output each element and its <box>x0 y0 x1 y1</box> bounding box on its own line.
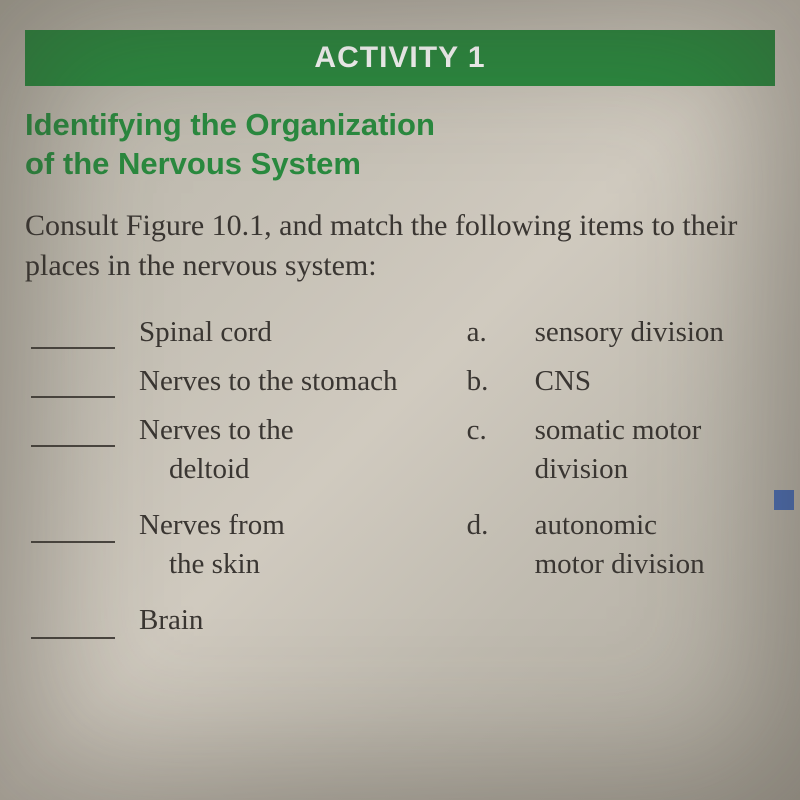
option-text: autonomic motor division <box>535 506 775 592</box>
item-label: Brain <box>139 601 449 641</box>
instructions-text: Consult Figure 10.1, and match the follo… <box>25 206 775 287</box>
blank-line[interactable] <box>31 313 115 349</box>
matching-exercise: Spinal cord Nerves to the stomach Nerves… <box>25 313 775 652</box>
item-label: Nerves from the skin <box>139 506 449 592</box>
worksheet-page: ACTIVITY 1 Identifying the Organization … <box>0 0 800 672</box>
options-column: sensory division CNS somatic motor divis… <box>535 313 775 652</box>
item-label: Spinal cord <box>139 313 449 353</box>
option-text: sensory division <box>535 313 775 353</box>
activity-subtitle: Identifying the Organization of the Nerv… <box>25 106 775 184</box>
option-letter: b. <box>467 362 517 402</box>
option-text: CNS <box>535 362 775 402</box>
blank-line[interactable] <box>31 603 115 639</box>
subtitle-line2: of the Nervous System <box>25 146 361 181</box>
option-letter: d. <box>467 506 517 592</box>
option-letter: a. <box>467 313 517 353</box>
items-column: Spinal cord Nerves to the stomach Nerves… <box>139 313 449 652</box>
option-letter: c. <box>467 411 517 497</box>
subtitle-line1: Identifying the Organization <box>25 107 435 142</box>
blank-line[interactable] <box>31 411 115 447</box>
activity-banner: ACTIVITY 1 <box>25 30 775 86</box>
item-label: Nerves to the stomach <box>139 362 449 402</box>
item-label: Nerves to the deltoid <box>139 411 449 497</box>
blank-line[interactable] <box>31 362 115 398</box>
letters-column: a. b. c. d. <box>467 313 517 652</box>
banner-text: ACTIVITY 1 <box>314 41 485 74</box>
blank-line[interactable] <box>31 507 115 543</box>
page-marker-icon <box>774 490 794 510</box>
blanks-column <box>31 313 121 652</box>
option-text: somatic motor division <box>535 411 775 497</box>
